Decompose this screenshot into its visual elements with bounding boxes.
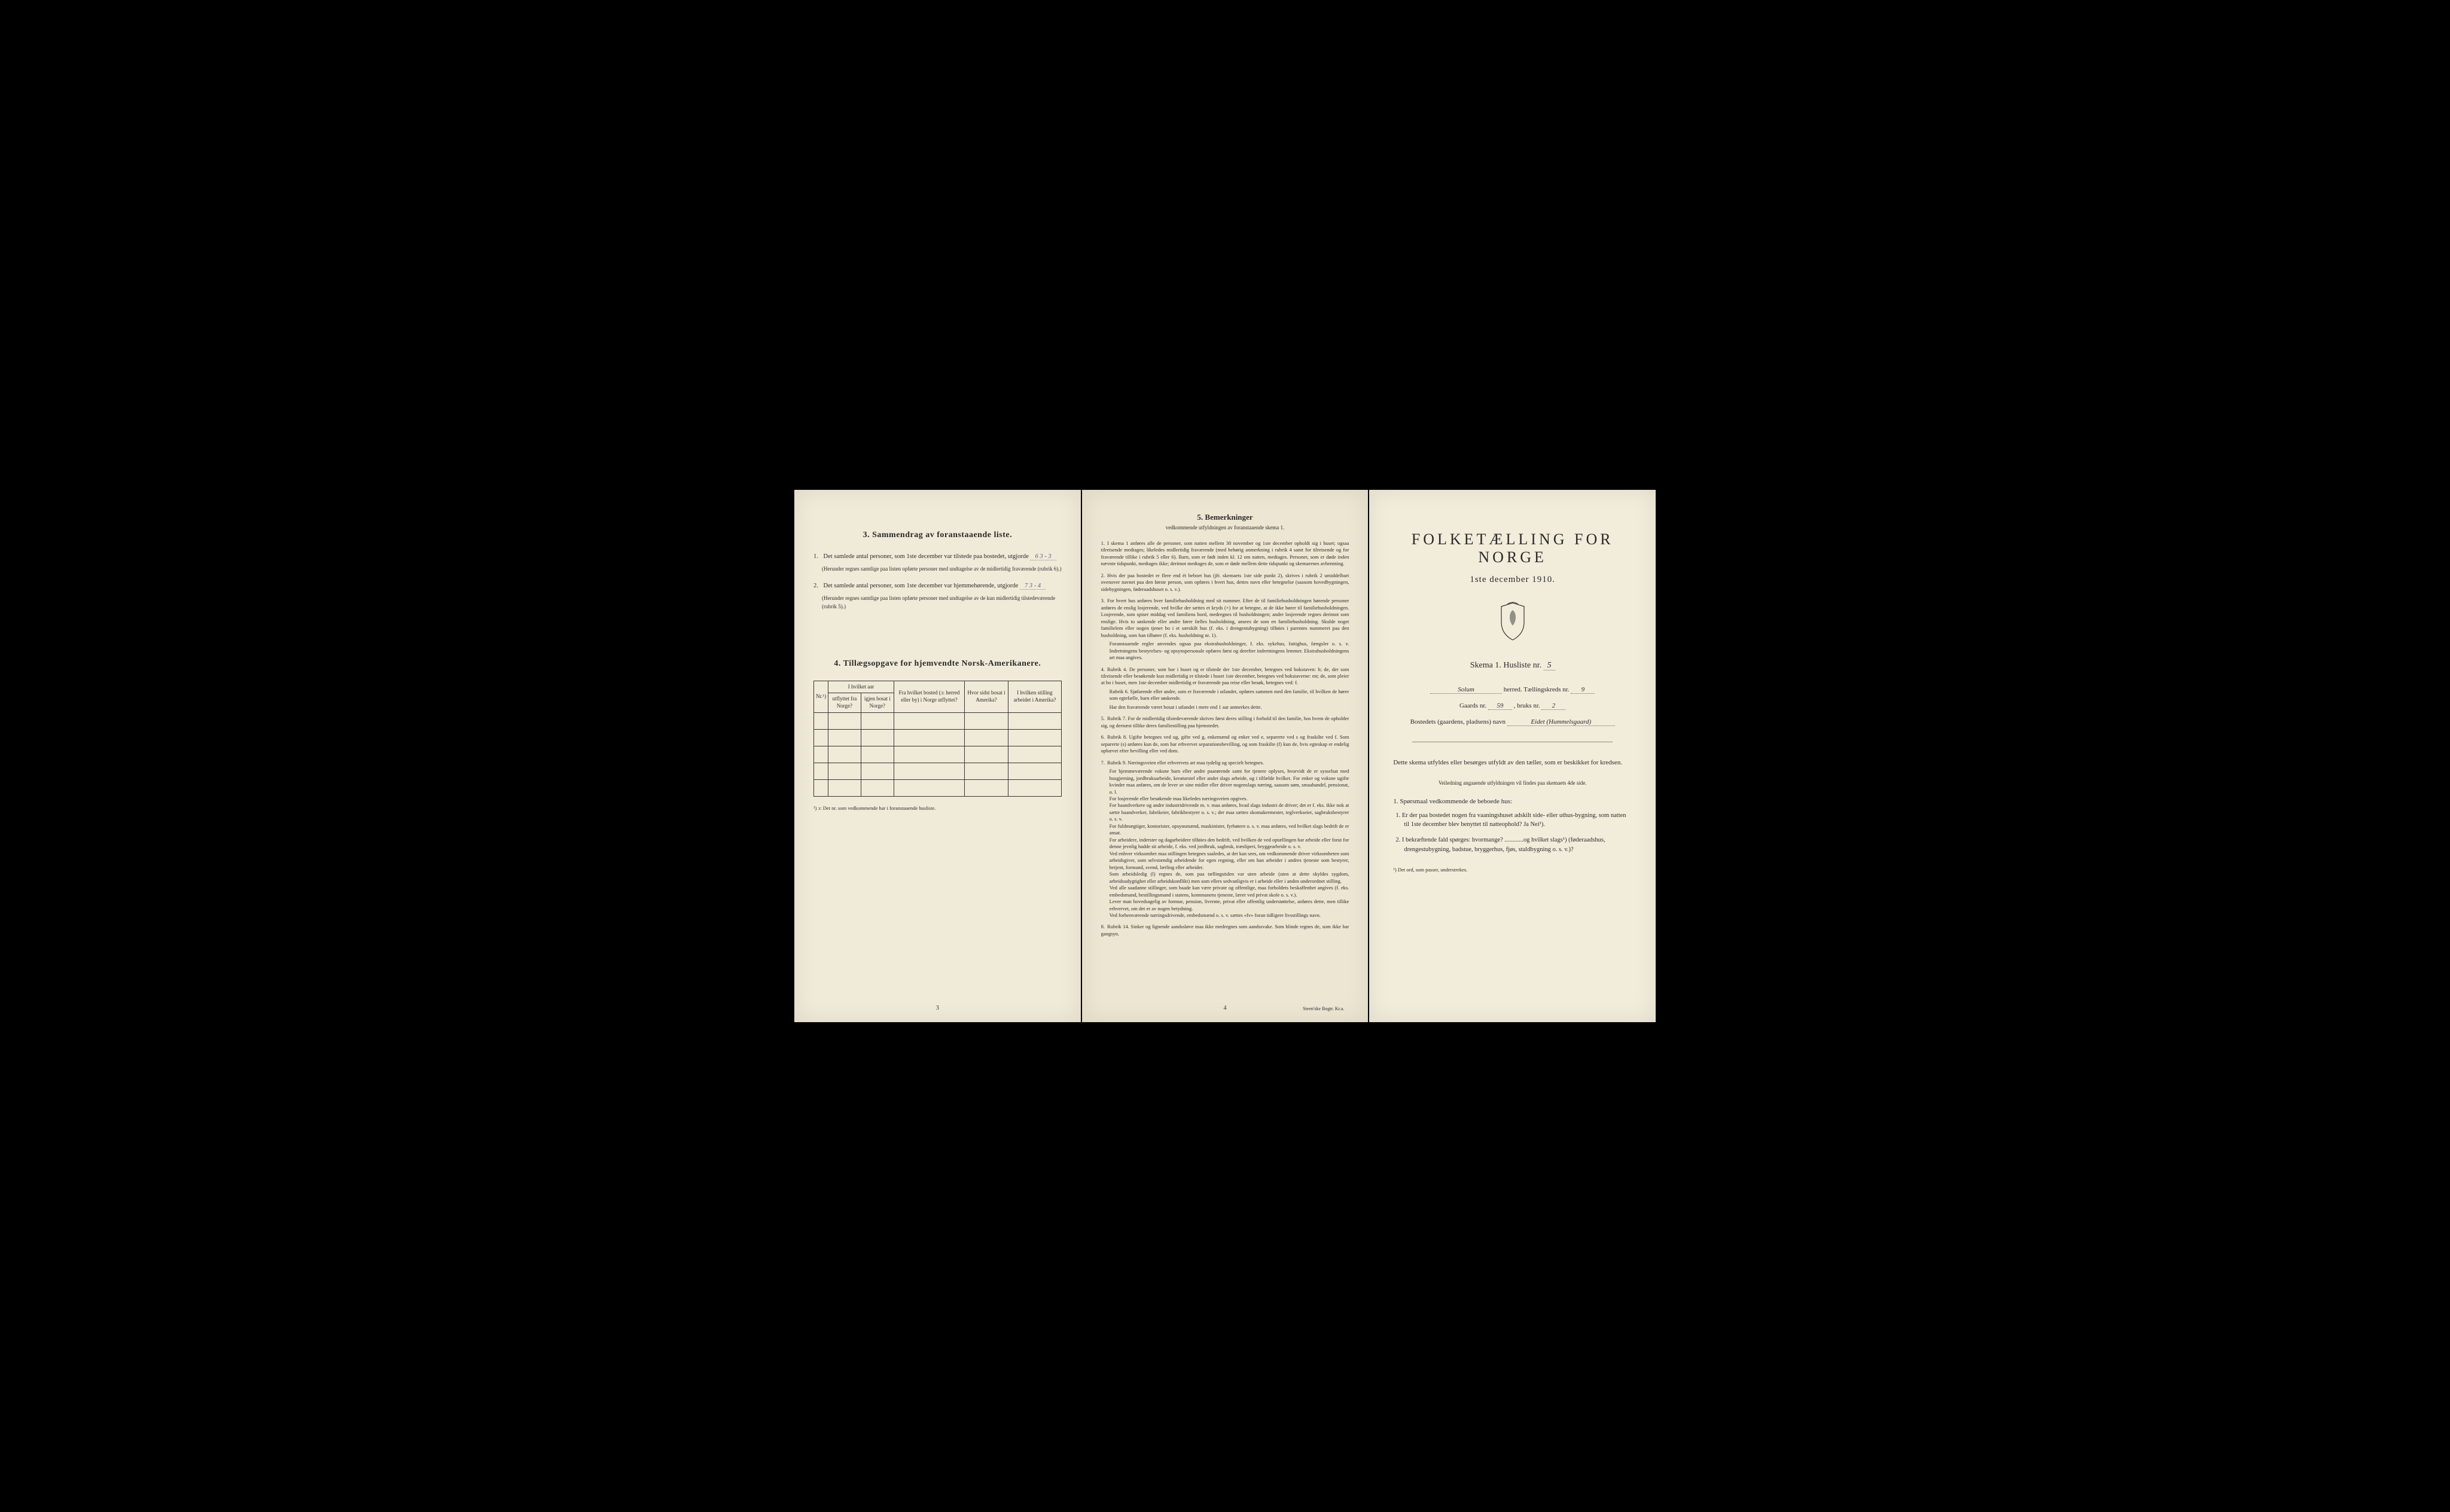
pagenum-4: 4 [1224, 1005, 1227, 1011]
table-row [814, 779, 1062, 796]
page-title-page: FOLKETÆLLING FOR NORGE 1ste december 191… [1369, 490, 1656, 1022]
skema-line: Skema 1. Husliste nr. 5 [1388, 661, 1637, 670]
question-2: 2. I bekræftende fald spørges: hvormange… [1404, 836, 1632, 855]
census-date: 1ste december 1910. [1388, 575, 1637, 585]
kreds-nr: 9 [1571, 686, 1595, 694]
rule-6: 6.Rubrik 8. Ugifte betegnes ved ug, gift… [1101, 734, 1349, 754]
gaards-line: Gaards nr. 59 , bruks nr. 2 [1388, 702, 1637, 710]
question-heading: 1. Spørsmaal vedkommende de beboede hus: [1393, 798, 1632, 805]
item2-fill: 7 3 - 4 [1020, 583, 1046, 590]
rule-3: 3.For hvert hus anføres hver familiehush… [1101, 598, 1349, 661]
instruction-text: Dette skema utfyldes eller besørges utfy… [1393, 758, 1632, 768]
summary-item-2: 2. Det samlede antal personer, som 1ste … [813, 581, 1062, 611]
th-nr: Nr.¹) [814, 681, 828, 712]
bruks-nr: 2 [1541, 702, 1565, 710]
left-footnote: ¹) ɔ: Det nr. som vedkommende har i fora… [813, 805, 1062, 811]
instruction-sub: Veiledning angaaende utfyldningen vil fi… [1388, 780, 1637, 786]
gaards-nr: 59 [1488, 702, 1512, 710]
th-stilling: I hvilken stilling arbeidet i Amerika? [1008, 681, 1062, 712]
th-aar: I hvilket aar [828, 681, 894, 693]
coat-of-arms [1388, 602, 1637, 644]
herred-name: Solum [1430, 686, 1502, 694]
document-spread: 3. Sammendrag av foranstaaende liste. 1.… [794, 490, 1656, 1022]
husliste-nr: 5 [1544, 661, 1555, 670]
table-row [814, 746, 1062, 763]
rules-list: 1.I skema 1 anføres alle de personer, so… [1101, 540, 1349, 937]
bosted-line: Bostedets (gaardens, pladsens) navn Eide… [1388, 718, 1637, 726]
bosted-name: Eidet (Hummelsgaard) [1507, 718, 1615, 726]
table-row [814, 729, 1062, 746]
herred-line: Solum herred. Tællingskreds nr. 9 [1388, 686, 1637, 694]
right-footnote: ¹) Det ord, som passer, understrekes. [1393, 867, 1632, 873]
th-igjen: igjen bosat i Norge? [861, 693, 894, 712]
page-4: 5. Bemerkninger vedkommende utfyldningen… [1082, 490, 1369, 1022]
th-utflyttet: utflyttet fra Norge? [828, 693, 861, 712]
pagenum-3: 3 [936, 1005, 939, 1011]
section-5-title: 5. Bemerkninger [1101, 513, 1349, 522]
th-bosted: Fra hvilket bosted (ɔ: herred eller by) … [894, 681, 964, 712]
section-5-subtitle: vedkommende utfyldningen av foranstaaend… [1101, 525, 1349, 531]
rule-5: 5.Rubrik 7. For de midlertidig tilstedev… [1101, 715, 1349, 729]
rule-4: 4.Rubrik 4. De personer, som bor i huset… [1101, 666, 1349, 711]
summary-item-1: 1. Det samlede antal personer, som 1ste … [813, 552, 1062, 573]
rule-8: 8.Rubrik 14. Sinker og lignende aandsslø… [1101, 923, 1349, 937]
table-row [814, 763, 1062, 779]
rule-7: 7.Rubrik 9. Næringsveien eller erhvervet… [1101, 760, 1349, 919]
tillag-table: Nr.¹) I hvilket aar Fra hvilket bosted (… [813, 681, 1062, 797]
main-title: FOLKETÆLLING FOR NORGE [1388, 531, 1637, 566]
table-row [814, 712, 1062, 729]
rule-2: 2.Hvis der paa bostedet er flere end ét … [1101, 572, 1349, 593]
item1-fill: 6 3 - 3 [1030, 553, 1056, 560]
question-1: 1. Er der paa bostedet nogen fra vaaning… [1404, 811, 1632, 830]
section-4-title: 4. Tillægsopgave for hjemvendte Norsk-Am… [813, 659, 1062, 669]
page-3: 3. Sammendrag av foranstaaende liste. 1.… [794, 490, 1081, 1022]
printer-mark: Steen'ske Bogtr. Kr.a. [1303, 1006, 1344, 1011]
th-amerika: Hvor sidst bosat i Amerika? [964, 681, 1008, 712]
rule-1: 1.I skema 1 anføres alle de personer, so… [1101, 540, 1349, 568]
section-3-title: 3. Sammendrag av foranstaaende liste. [813, 531, 1062, 540]
